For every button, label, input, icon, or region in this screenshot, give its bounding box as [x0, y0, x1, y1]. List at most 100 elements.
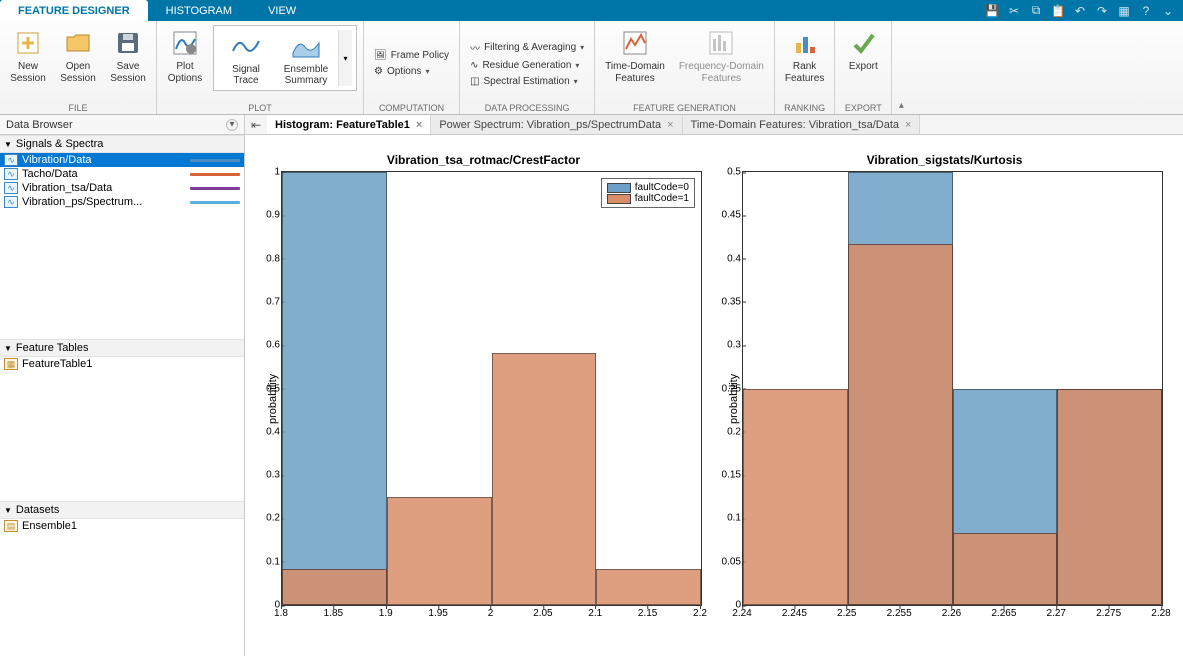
- bar: [1057, 389, 1162, 606]
- ribbon-group-dataproc: 〰Filtering & Averaging▾ ∿Residue Generat…: [460, 21, 595, 114]
- datasets-list: ▤Ensemble1: [0, 519, 244, 533]
- spectral-button[interactable]: ◫Spectral Estimation▾: [466, 74, 588, 89]
- paste-icon[interactable]: 📋: [1049, 2, 1067, 20]
- section-signals[interactable]: ▼Signals & Spectra: [0, 135, 244, 153]
- ribbon-group-label: FEATURE GENERATION: [601, 102, 768, 113]
- bar: [743, 389, 848, 606]
- rank-features-button[interactable]: Rank Features: [781, 25, 828, 102]
- sidebar-header: Data Browser ▾: [0, 115, 244, 135]
- ensemble-summary-button[interactable]: Ensemble Summary: [278, 28, 334, 89]
- quick-access-toolbar: 💾 ✂ ⧉ 📋 ↶ ↷ ▦ ? ⌄: [983, 0, 1183, 21]
- axes[interactable]: 00.050.10.150.20.250.30.350.40.450.5: [742, 171, 1163, 606]
- export-button[interactable]: Export: [841, 25, 885, 102]
- bar: [953, 533, 1058, 605]
- signal-item[interactable]: ∿Tacho/Data: [0, 167, 244, 181]
- signal-trace-icon: [230, 30, 262, 62]
- sidebar-menu-icon[interactable]: ▾: [226, 119, 238, 131]
- open-folder-icon: [62, 27, 94, 59]
- signal-icon: ∿: [4, 154, 18, 166]
- freq-features-button[interactable]: Frequency-Domain Features: [675, 25, 768, 102]
- ribbon-group-featuregen: Time-Domain Features Frequency-Domain Fe…: [595, 21, 775, 114]
- ribbon-group-label: RANKING: [781, 102, 828, 113]
- ribbon-group-label: COMPUTATION: [370, 102, 453, 113]
- new-session-icon: [12, 27, 44, 59]
- canvas: ⇤ Histogram: FeatureTable1×Power Spectru…: [245, 115, 1183, 656]
- redo-icon[interactable]: ↷: [1093, 2, 1111, 20]
- plot-gallery: Signal Trace Ensemble Summary ▾: [213, 25, 357, 91]
- plot-options-button[interactable]: Plot Options: [163, 25, 207, 102]
- axes[interactable]: 00.10.20.30.40.50.60.70.80.91 faultCode=…: [281, 171, 702, 606]
- ribbon-group-label: PLOT: [163, 102, 357, 113]
- doc-tab[interactable]: Histogram: FeatureTable1×: [267, 115, 431, 134]
- document-tabs: ⇤ Histogram: FeatureTable1×Power Spectru…: [245, 115, 1183, 135]
- section-datasets[interactable]: ▼Datasets: [0, 501, 244, 519]
- filtering-button[interactable]: 〰Filtering & Averaging▾: [466, 38, 588, 57]
- ribbon-group-ranking: Rank Features RANKING: [775, 21, 835, 114]
- app-tabstrip: FEATURE DESIGNERHISTOGRAMVIEW 💾 ✂ ⧉ 📋 ↶ …: [0, 0, 1183, 21]
- cut-icon[interactable]: ✂: [1005, 2, 1023, 20]
- options-button[interactable]: ⚙Options▾: [370, 64, 453, 79]
- section-feature-tables[interactable]: ▼Feature Tables: [0, 339, 244, 357]
- save-session-button[interactable]: Save Session: [106, 25, 150, 102]
- copy-icon[interactable]: ⧉: [1027, 2, 1045, 20]
- frame-policy-icon: 🖼: [374, 50, 387, 61]
- sidebar: Data Browser ▾ ▼Signals & Spectra ∿Vibra…: [0, 115, 245, 656]
- legend: faultCode=0 faultCode=1: [601, 178, 695, 208]
- plot-title: Vibration_tsa_rotmac/CrestFactor: [265, 153, 702, 167]
- signal-icon: ∿: [4, 182, 18, 194]
- plots-area: Vibration_tsa_rotmac/CrestFactor probabi…: [245, 135, 1183, 656]
- close-icon[interactable]: ×: [667, 119, 673, 131]
- time-features-icon: [619, 27, 651, 59]
- more-icon[interactable]: ⌄: [1159, 2, 1177, 20]
- table-icon: ▦: [4, 358, 18, 370]
- rank-icon: [789, 27, 821, 59]
- dataset-item[interactable]: ▤Ensemble1: [0, 519, 244, 533]
- filter-icon: 〰: [470, 40, 480, 55]
- feature-table-item[interactable]: ▦FeatureTable1: [0, 357, 244, 371]
- signal-trace-button[interactable]: Signal Trace: [218, 28, 274, 89]
- layout-icon[interactable]: ▦: [1115, 2, 1133, 20]
- bar: [387, 497, 492, 605]
- ribbon-group-label: FILE: [6, 102, 150, 113]
- undo-icon[interactable]: ↶: [1071, 2, 1089, 20]
- help-icon[interactable]: ?: [1137, 2, 1155, 20]
- plot-title: Vibration_sigstats/Kurtosis: [726, 153, 1163, 167]
- feature-tables-list: ▦FeatureTable1: [0, 357, 244, 371]
- bar: [596, 569, 701, 605]
- residue-icon: ∿: [470, 60, 478, 71]
- bar: [848, 244, 953, 605]
- signal-item[interactable]: ∿Vibration/Data: [0, 153, 244, 167]
- bar: [492, 353, 597, 605]
- plot-left: Vibration_tsa_rotmac/CrestFactor probabi…: [265, 153, 702, 626]
- bar: [282, 172, 387, 605]
- ribbon-group-label: EXPORT: [841, 102, 885, 113]
- freq-features-icon: [705, 27, 737, 59]
- bar: [282, 569, 387, 605]
- plot-right: Vibration_sigstats/Kurtosis probability …: [726, 153, 1163, 626]
- app-tab-feature-designer[interactable]: FEATURE DESIGNER: [0, 0, 148, 21]
- gallery-expand[interactable]: ▾: [338, 30, 352, 86]
- open-session-button[interactable]: Open Session: [56, 25, 100, 102]
- ensemble-summary-icon: [290, 30, 322, 62]
- close-icon[interactable]: ×: [416, 119, 422, 131]
- signal-item[interactable]: ∿Vibration_ps/Spectrum...: [0, 195, 244, 209]
- signal-icon: ∿: [4, 168, 18, 180]
- close-icon[interactable]: ×: [905, 119, 911, 131]
- save-icon[interactable]: 💾: [983, 2, 1001, 20]
- app-tab-view[interactable]: VIEW: [250, 0, 314, 21]
- doc-tab[interactable]: Power Spectrum: Vibration_ps/SpectrumDat…: [431, 115, 682, 134]
- dataset-icon: ▤: [4, 520, 18, 532]
- new-session-button[interactable]: New Session: [6, 25, 50, 102]
- app-tab-histogram[interactable]: HISTOGRAM: [148, 0, 250, 21]
- signal-item[interactable]: ∿Vibration_tsa/Data: [0, 181, 244, 195]
- time-features-button[interactable]: Time-Domain Features: [601, 25, 669, 102]
- signal-icon: ∿: [4, 196, 18, 208]
- signals-list: ∿Vibration/Data∿Tacho/Data∿Vibration_tsa…: [0, 153, 244, 209]
- doc-tab[interactable]: Time-Domain Features: Vibration_tsa/Data…: [683, 115, 921, 134]
- plot-options-icon: [169, 27, 201, 59]
- residue-button[interactable]: ∿Residue Generation▾: [466, 58, 588, 73]
- ribbon: New Session Open Session Save Session FI…: [0, 21, 1183, 115]
- doc-tab-scroll[interactable]: ⇤: [245, 115, 267, 134]
- ribbon-collapse[interactable]: ▴: [892, 21, 910, 114]
- frame-policy-button[interactable]: 🖼Frame Policy: [370, 48, 453, 63]
